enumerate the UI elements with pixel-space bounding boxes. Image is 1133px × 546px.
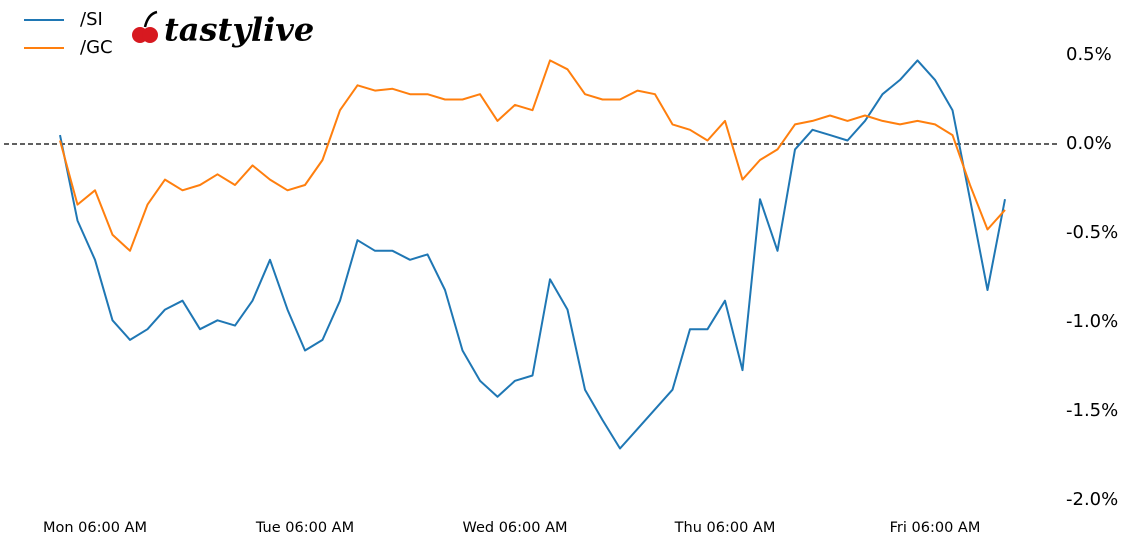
y-tick-label: 0.0% (1066, 133, 1112, 154)
x-tick-label: Wed 06:00 AM (462, 520, 567, 536)
x-tick-label: Tue 06:00 AM (255, 520, 354, 536)
y-tick-label: 0.5% (1066, 44, 1112, 65)
cherry-stem (143, 10, 158, 28)
legend-label: /GC (80, 37, 113, 58)
logo: tastylive (132, 11, 314, 49)
line-series (59, 59, 1006, 252)
legend-label: /SI (80, 9, 103, 30)
x-tick-label: Mon 06:00 AM (43, 520, 147, 536)
y-tick-label: -1.0% (1066, 311, 1118, 332)
y-tick-label: -2.0% (1066, 489, 1118, 510)
logo-text: tastylive (164, 11, 314, 49)
line-series (59, 59, 1006, 450)
cherry (142, 27, 158, 43)
x-tick-label: Thu 06:00 AM (674, 520, 776, 536)
y-tick-label: -1.5% (1066, 400, 1118, 421)
x-tick-label: Fri 06:00 AM (890, 520, 981, 536)
y-tick-label: -0.5% (1066, 222, 1118, 243)
